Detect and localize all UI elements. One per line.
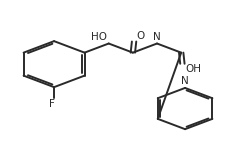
Text: HO: HO (92, 32, 108, 42)
Text: O: O (136, 31, 145, 41)
Text: N: N (153, 32, 161, 42)
Text: N: N (181, 76, 189, 86)
Text: F: F (49, 99, 55, 109)
Text: OH: OH (185, 64, 201, 74)
